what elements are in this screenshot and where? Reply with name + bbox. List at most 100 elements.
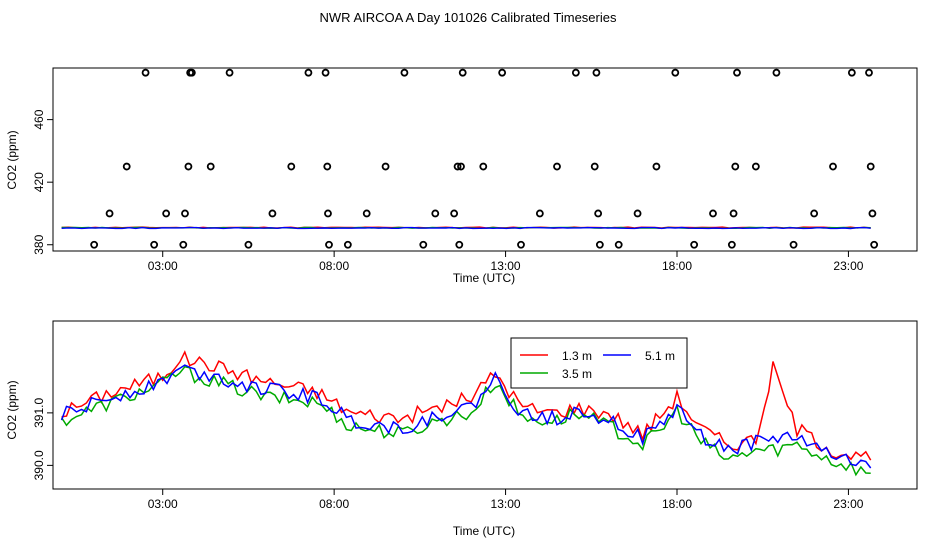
top-marks [61, 68, 879, 249]
legend-label: 3.5 m [562, 367, 592, 381]
series-line-5-1-m [60, 364, 872, 469]
calibration-point [498, 68, 507, 77]
calibration-point [362, 209, 371, 218]
calibration-point [772, 68, 781, 77]
bottom-y-tick-label: 391.0 [32, 398, 46, 428]
calibration-point [590, 162, 599, 171]
calibration-point [181, 209, 189, 218]
calibration-point [162, 209, 171, 218]
top-plot-frame [52, 67, 918, 252]
calibration-point [866, 162, 875, 171]
calibration-point [553, 162, 561, 171]
bottom-y-axis-label: CO2 (ppm) [5, 380, 19, 439]
calibration-point [789, 240, 798, 249]
calibration-point [268, 209, 277, 218]
top-y-axis: 380 420 460 [32, 109, 53, 255]
calibration-point [535, 209, 544, 218]
calibration-point [479, 162, 488, 171]
series-line-3-5-m [60, 365, 871, 477]
figure-title: NWR AIRCOA A Day 101026 Calibrated Times… [320, 10, 617, 25]
top-x-tick-label: 23:00 [833, 259, 863, 273]
calibration-point [179, 240, 188, 249]
top-x-axis-label: Time (UTC) [453, 271, 515, 285]
series-line-1-3-m [61, 350, 872, 461]
calibration-point [865, 68, 873, 77]
top-series-line [61, 226, 871, 230]
calibration-point [343, 240, 352, 249]
top-x-tick-label: 13:00 [491, 259, 521, 273]
calibration-point [870, 240, 879, 249]
calibration-point [810, 209, 819, 218]
calibration-point [868, 209, 877, 218]
top-y-tick-label: 420 [32, 172, 46, 192]
bottom-x-tick-label: 23:00 [833, 497, 863, 511]
calibration-point [453, 162, 462, 171]
calibration-point [457, 162, 465, 171]
calibration-point [187, 68, 196, 77]
calibration-point [325, 240, 333, 249]
calibration-point [633, 209, 642, 218]
calibration-point [594, 209, 603, 218]
calibration-point [431, 209, 440, 218]
legend-box [510, 337, 688, 389]
bottom-x-axis: 03:00 08:00 13:00 18:00 23:00 [148, 489, 864, 511]
calibration-point [690, 240, 699, 249]
calibration-point [287, 162, 296, 171]
bottom-y-tick-label: 390.0 [32, 450, 46, 480]
calibration-point [614, 240, 623, 249]
top-y-axis-label: CO2 (ppm) [5, 130, 19, 189]
calibration-point [122, 162, 131, 171]
calibration-point [381, 162, 390, 171]
calibration-point [455, 240, 464, 249]
bottom-plot-frame [52, 320, 918, 490]
calibration-point [727, 240, 736, 249]
calibration-point [225, 68, 234, 77]
calibration-point [517, 240, 525, 249]
legend-label: 5.1 m [645, 349, 675, 363]
calibration-point [652, 162, 661, 171]
calibration-point [829, 162, 837, 171]
calibration-point [419, 240, 428, 249]
bottom-x-tick-label: 13:00 [491, 497, 521, 511]
calibration-point [751, 162, 760, 171]
bottom-x-tick-label: 03:00 [148, 497, 178, 511]
calibration-point [321, 68, 330, 77]
calibration-point [671, 68, 680, 77]
calibration-point [90, 240, 99, 249]
calibration-point [571, 68, 580, 77]
bottom-marks [60, 350, 872, 477]
calibration-point [595, 240, 604, 249]
calibration-point [323, 162, 332, 171]
calibration-point [244, 240, 253, 249]
calibration-point [592, 68, 601, 77]
bottom-x-tick-label: 18:00 [662, 497, 692, 511]
calibration-point [206, 162, 215, 171]
calibration-point [184, 162, 193, 171]
calibration-point [450, 209, 459, 218]
top-x-axis: 03:00 08:00 13:00 18:00 23:00 [148, 251, 864, 273]
top-x-tick-label: 18:00 [662, 259, 692, 273]
calibration-point [324, 209, 332, 218]
legend: 1.3 m 3.5 m 5.1 m [510, 337, 688, 389]
top-y-tick-label: 380 [32, 234, 46, 254]
calibration-point [733, 68, 741, 77]
calibration-point [304, 68, 313, 77]
top-panel: 03:00 08:00 13:00 18:00 23:00 380 420 460 Time… [5, 67, 918, 285]
calibration-point [105, 209, 114, 218]
calibration-point [400, 68, 409, 77]
calibration-point [731, 162, 740, 171]
calibration-point [150, 240, 159, 249]
calibration-point [458, 68, 467, 77]
calibration-point [847, 68, 856, 77]
top-x-tick-label: 08:00 [319, 259, 349, 273]
legend-label: 1.3 m [562, 349, 592, 363]
bottom-y-axis: 390.0 391.0 [32, 398, 53, 480]
top-x-tick-label: 03:00 [148, 259, 178, 273]
calibration-point [141, 68, 150, 77]
calibration-point [729, 209, 738, 218]
top-y-tick-label: 460 [32, 109, 46, 129]
bottom-panel: 03:00 08:00 13:00 18:00 23:00 390.0 391.0 Tim… [5, 320, 918, 538]
calibration-point [709, 209, 717, 218]
bottom-x-tick-label: 08:00 [319, 497, 349, 511]
